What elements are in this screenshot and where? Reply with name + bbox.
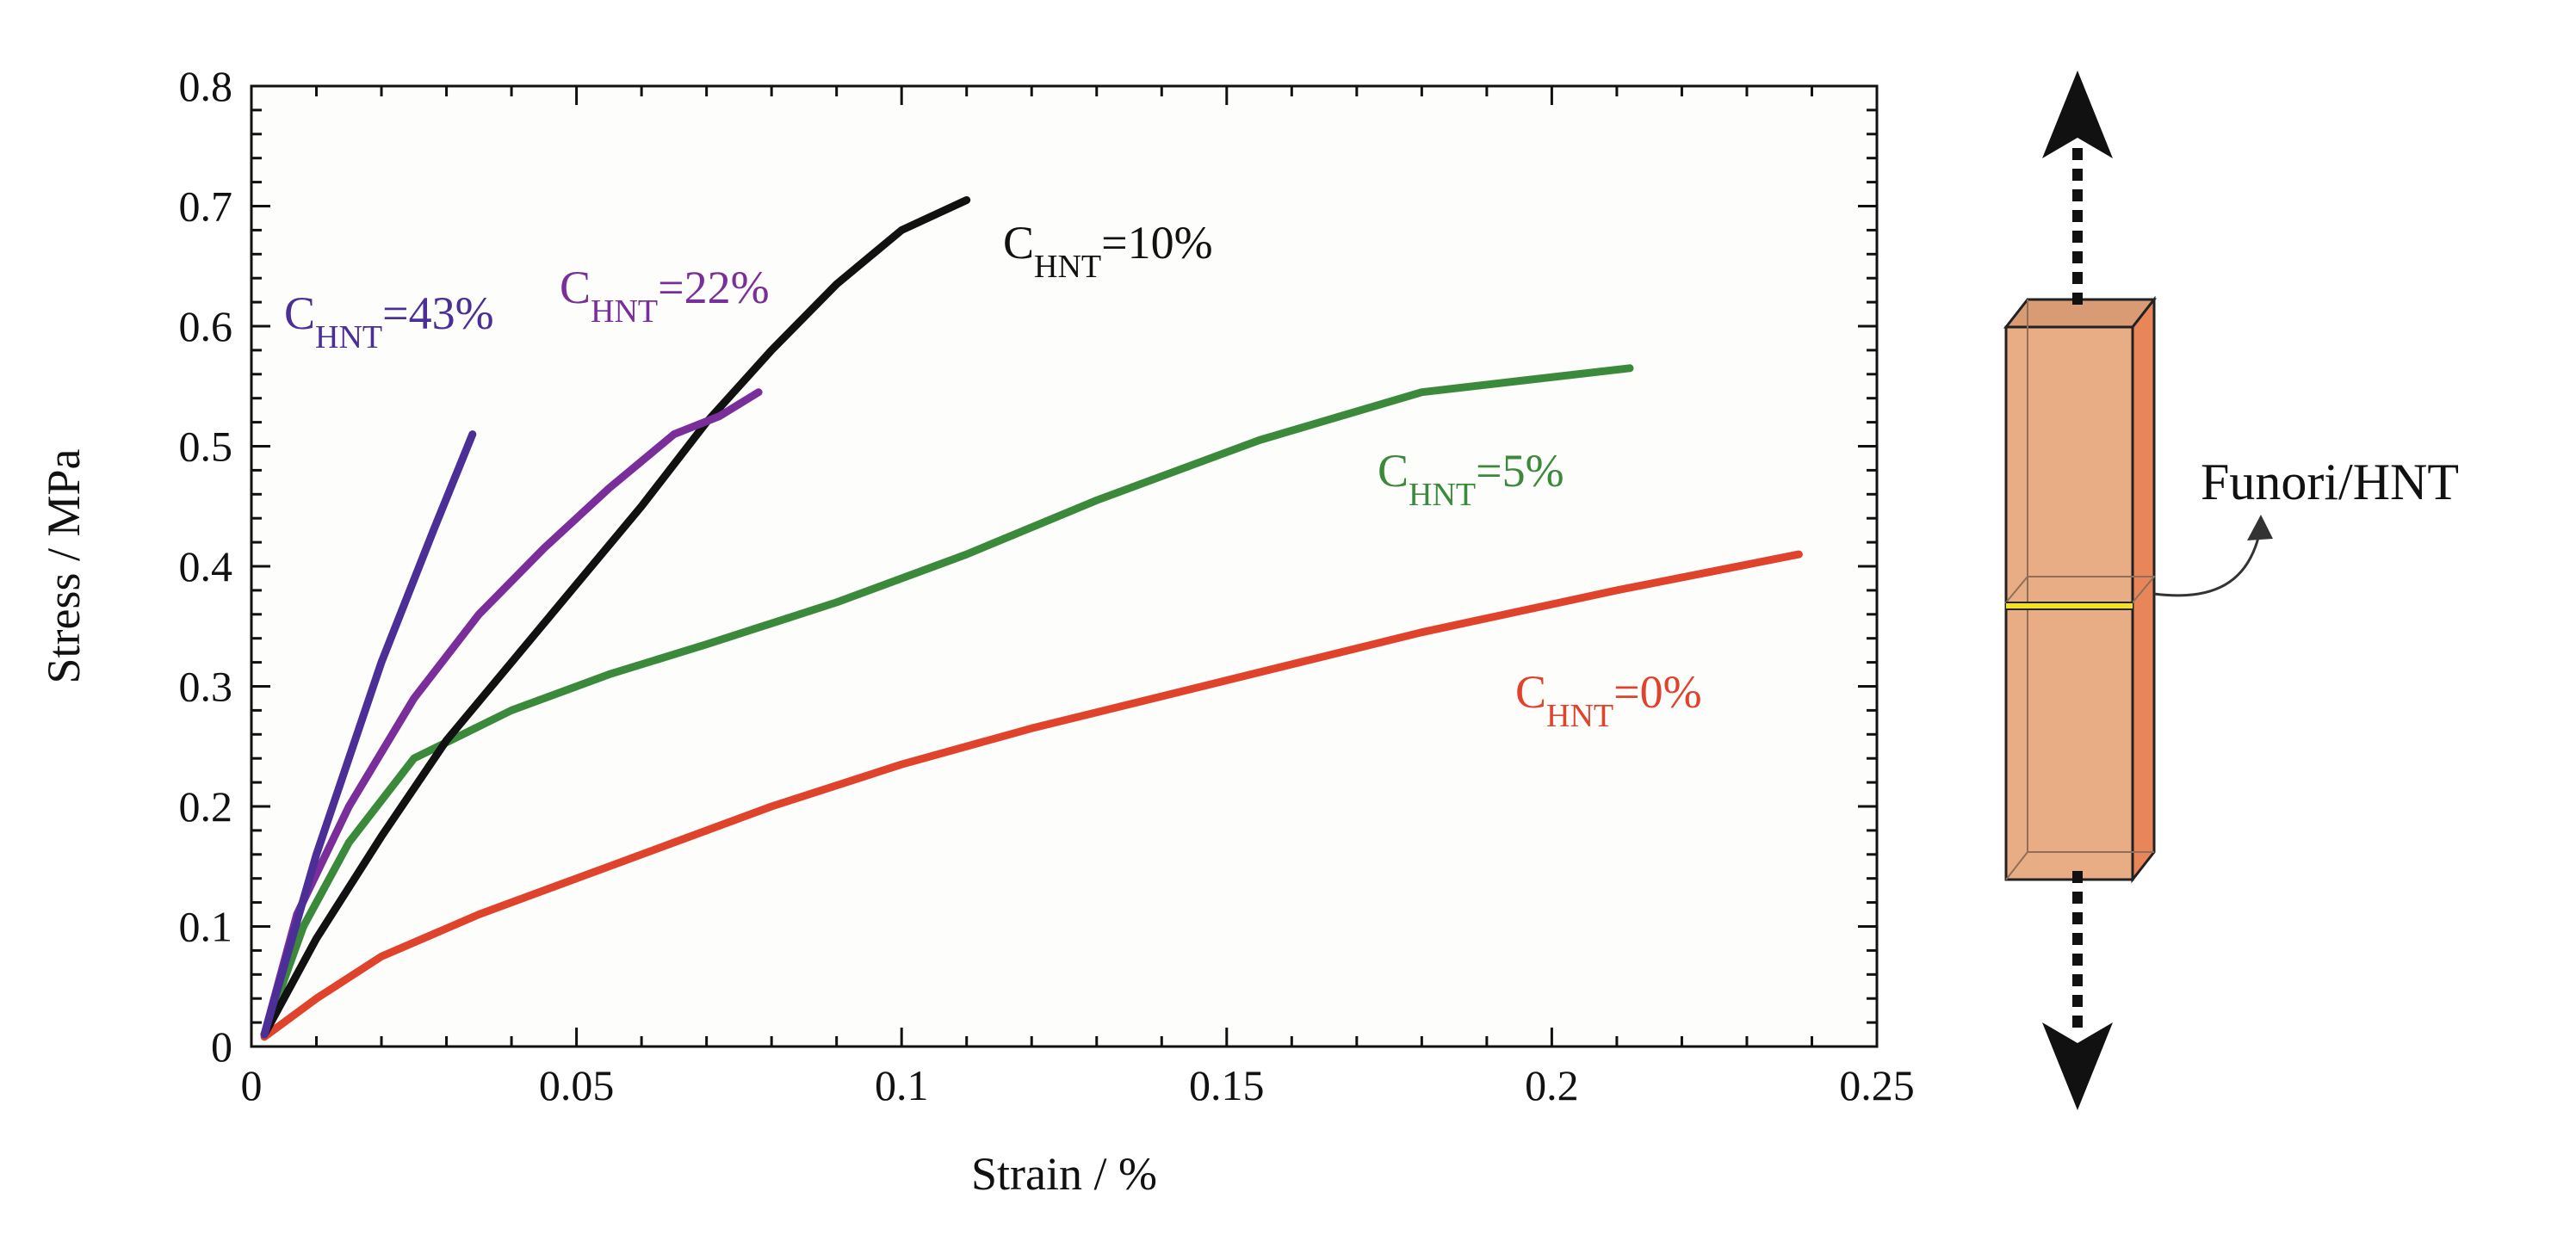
arrow-down-icon bbox=[2042, 1022, 2113, 1110]
x-tick-label: 0.2 bbox=[1525, 1061, 1579, 1109]
y-tick-label: 0.3 bbox=[179, 663, 233, 711]
series-layer bbox=[260, 196, 1803, 1041]
tick-labels: 0 0.05 0.1 0.15 0.2 0.25 0 0.1 0.2 0.3 0.4 0.5 0.6 0.… bbox=[179, 62, 1915, 1109]
series-line-2 bbox=[260, 196, 971, 1039]
axis-ticks bbox=[250, 84, 1879, 1048]
label-series-22: CHNT=22% bbox=[560, 262, 770, 330]
y-tick-label: 0.1 bbox=[179, 903, 233, 951]
y-tick-label: 0.2 bbox=[179, 782, 233, 831]
x-tick-label: 0.1 bbox=[875, 1061, 929, 1109]
y-tick-label: 0 bbox=[211, 1022, 232, 1071]
arrow-up-icon bbox=[2042, 71, 2113, 158]
y-tick-label: 0.4 bbox=[179, 542, 233, 590]
label-series-0: CHNT=0% bbox=[1515, 666, 1702, 734]
label-series-5: CHNT=5% bbox=[1378, 445, 1564, 513]
series-line-0 bbox=[260, 550, 1803, 1041]
y-tick-label: 0.5 bbox=[179, 423, 233, 471]
block-hidden-edge-d bbox=[2005, 851, 2028, 880]
callout-arrow-icon bbox=[2153, 526, 2263, 597]
funori-hnt-label: Funori/HNT bbox=[2201, 454, 2459, 510]
y-axis-title: Stress / MPa bbox=[38, 448, 90, 683]
series-line-4 bbox=[260, 430, 477, 1039]
x-tick-label: 0.15 bbox=[1189, 1061, 1265, 1109]
y-tick-label: 0.6 bbox=[179, 302, 233, 350]
y-tick-label: 0.8 bbox=[179, 62, 233, 110]
series-line-1 bbox=[260, 364, 1634, 1039]
y-tick-label: 0.7 bbox=[179, 182, 233, 231]
series-labels: CHNT=43% CHNT=22% CHNT=10% CHNT=5% CHNT=… bbox=[284, 217, 1702, 734]
x-axis-title: Strain / % bbox=[971, 1148, 1157, 1200]
x-tick-label: 0 bbox=[241, 1061, 263, 1109]
callout-arrowhead-icon bbox=[2247, 515, 2273, 540]
stress-strain-chart: 0 0.05 0.1 0.15 0.2 0.25 0 0.1 0.2 0.3 0.4 0.5 0.6 0.… bbox=[38, 62, 1915, 1200]
x-tick-label: 0.25 bbox=[1839, 1061, 1915, 1109]
x-tick-label: 0.05 bbox=[539, 1061, 615, 1109]
series-line-3 bbox=[260, 388, 763, 1039]
label-series-10: CHNT=10% bbox=[1003, 217, 1213, 285]
label-series-43: CHNT=43% bbox=[284, 287, 494, 355]
specimen-diagram: Funori/HNT bbox=[2003, 71, 2459, 1110]
plot-frame bbox=[250, 84, 1879, 1048]
